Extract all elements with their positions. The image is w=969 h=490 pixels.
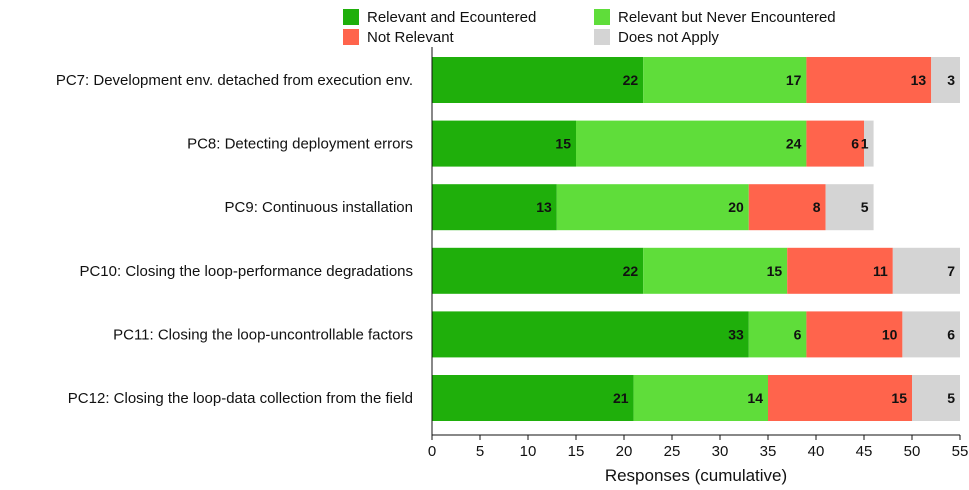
value-label-row3-series1: 15 [767, 263, 783, 279]
legend-label-1: Relevant but Never Encountered [618, 9, 836, 26]
value-label-row2-series2: 8 [813, 199, 821, 215]
bar-row2-series3 [825, 184, 874, 231]
legend-swatch-3 [594, 29, 610, 45]
bar-row4-series1 [748, 311, 807, 358]
x-tick-label-6: 30 [712, 443, 729, 460]
x-axis: 0 5 10 15 20 25 30 35 40 45 50 55 [428, 47, 969, 460]
category-label-3: PC10: Closing the loop-performance degra… [79, 263, 413, 280]
bar-row2-series0 [432, 184, 557, 231]
bar-row1-series3 [864, 120, 874, 167]
value-label-row4-series3: 6 [947, 326, 955, 342]
x-tick-label-1: 5 [476, 443, 484, 460]
category-label-0: PC7: Development env. detached from exec… [56, 72, 413, 89]
x-tick-label-7: 35 [760, 443, 777, 460]
value-label-row3-series3: 7 [947, 263, 955, 279]
bar-row3-series2 [787, 247, 893, 294]
category-labels: PC7: Development env. detached from exec… [56, 72, 413, 407]
legend-label-3: Does not Apply [618, 29, 719, 46]
value-label-row4-series0: 33 [728, 326, 744, 342]
bar-row0-series2 [806, 57, 932, 103]
value-label-row5-series0: 21 [613, 390, 629, 406]
bar-row4-series3 [902, 311, 960, 358]
x-tick-label-5: 25 [664, 443, 681, 460]
legend-swatch-0 [343, 9, 359, 25]
value-label-row4-series1: 6 [794, 326, 802, 342]
x-tick-label-10: 50 [904, 443, 921, 460]
value-label-row5-series3: 5 [947, 390, 955, 406]
x-tick-label-4: 20 [616, 443, 633, 460]
category-label-2: PC9: Continuous installation [225, 199, 413, 216]
legend: Relevant and Ecountered Relevant but Neve… [343, 9, 836, 46]
value-label-row1-series0: 15 [555, 136, 571, 152]
category-label-1: PC8: Detecting deployment errors [187, 136, 413, 153]
bar-row0-series1 [643, 57, 807, 103]
x-tick-label-9: 45 [856, 443, 873, 460]
value-label-row3-series0: 22 [623, 263, 639, 279]
value-label-row0-series0: 22 [623, 72, 639, 88]
bar-row1-series2 [806, 120, 864, 167]
value-label-row4-series2: 10 [882, 326, 898, 342]
bar-row1-series0 [432, 120, 576, 167]
value-label-row3-series2: 11 [873, 263, 888, 279]
legend-label-2: Not Relevant [367, 29, 455, 46]
value-label-row1-series2: 6 [851, 136, 859, 152]
x-tick-label-11: 55 [952, 443, 969, 460]
value-label-row2-series0: 13 [536, 199, 552, 215]
value-label-row0-series1: 17 [786, 72, 802, 88]
category-label-4: PC11: Closing the loop-uncontrollable fa… [113, 326, 413, 343]
bar-row5-series0 [432, 375, 634, 421]
value-label-row5-series2: 15 [891, 390, 907, 406]
legend-swatch-1 [594, 9, 610, 25]
value-label-row1-series3: 1 [861, 136, 869, 152]
value-label-row2-series1: 20 [728, 199, 744, 215]
bar-row0-series3 [931, 57, 960, 103]
bar-row5-series3 [912, 375, 960, 421]
x-tick-label-0: 0 [428, 443, 436, 460]
bars: 22 17 13 315 24 6 113 20 8 522 15 11 733 6 10 621 14 15 5 [432, 57, 960, 421]
x-tick-label-2: 10 [520, 443, 537, 460]
category-label-5: PC12: Closing the loop-data collection f… [68, 390, 413, 407]
value-label-row0-series3: 3 [947, 72, 955, 88]
bar-row4-series0 [432, 311, 749, 358]
bar-row3-series0 [432, 247, 644, 294]
value-label-row5-series1: 14 [747, 390, 763, 406]
legend-swatch-2 [343, 29, 359, 45]
bar-row0-series0 [432, 57, 644, 103]
bar-row2-series1 [556, 184, 749, 231]
x-axis-title: Responses (cumulative) [605, 466, 787, 485]
x-tick-label-3: 15 [568, 443, 585, 460]
x-tick-label-8: 40 [808, 443, 825, 460]
legend-label-0: Relevant and Ecountered [367, 9, 536, 26]
value-label-row1-series1: 24 [786, 136, 802, 152]
value-label-row2-series3: 5 [861, 199, 869, 215]
bar-row3-series3 [892, 247, 960, 294]
value-label-row0-series2: 13 [911, 72, 927, 88]
bar-row5-series1 [633, 375, 768, 421]
bar-row3-series1 [643, 247, 788, 294]
bar-row2-series2 [748, 184, 826, 231]
bar-row4-series2 [806, 311, 903, 358]
bar-row5-series2 [768, 375, 912, 421]
bar-row1-series1 [576, 120, 807, 167]
